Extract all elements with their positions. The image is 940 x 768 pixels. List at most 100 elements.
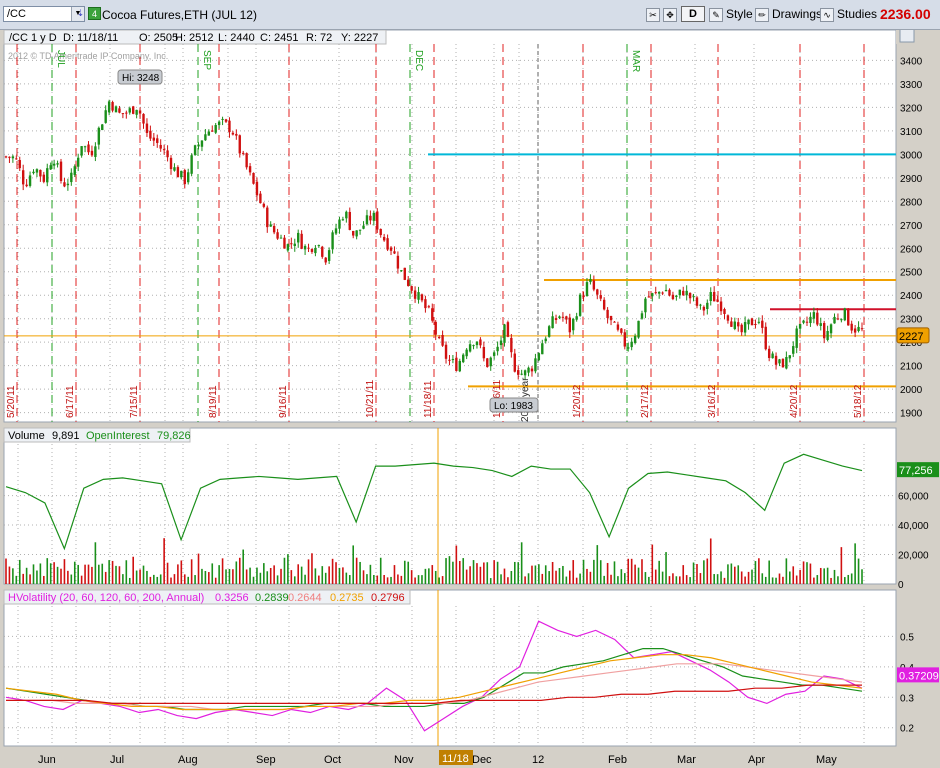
candle-body [410,286,413,291]
candle-body [403,267,406,280]
candle-body [317,245,321,247]
hv-series-value: 0.3256 [215,592,249,604]
candle-body [352,230,355,236]
hv-series-value: 0.2839 [255,592,289,604]
volume-title: Volume [8,430,45,442]
candle-body [623,332,626,347]
symbol-dropdown-icon[interactable]: ▼ [71,7,84,21]
candles [4,99,864,381]
candle-body [252,172,255,184]
candle-body [754,323,757,325]
candle-body [592,280,596,290]
candle-body [262,203,266,207]
aggregation-button[interactable]: D [681,6,705,22]
candle-body [15,158,18,160]
candle-body [805,321,809,323]
price-tick-label: 1900 [900,409,923,420]
candle-body [224,119,228,122]
candle-body [94,146,97,157]
candle-body [279,237,283,239]
candle-body [853,328,857,333]
candle-body [18,160,21,169]
hv-series-value: 0.2644 [288,592,322,604]
candle-body [558,316,561,319]
hv-tick-label: 0.3 [900,693,914,704]
candle-body [128,108,131,113]
time-axis-label: 12 [532,754,544,766]
candle-body [348,211,351,230]
candle-body [747,319,750,325]
candle-body [816,312,819,325]
candle-body [114,106,118,113]
price-vertical-markers [16,44,865,422]
candle-body [596,289,599,295]
date-marker-label: 7/15/11 [129,385,140,418]
candle-body [479,339,482,346]
hv-tick-label: 0.5 [900,632,914,643]
candle-body [200,140,204,147]
candle-body [125,112,128,114]
time-axis-label: Mar [677,754,696,766]
candle-body [338,219,341,229]
hv-header: HVolatility (20, 60, 120, 60, 200, Annua… [3,589,411,605]
candle-body [651,293,654,297]
candle-body [386,238,389,250]
candle-body [585,282,589,296]
candle-body [331,232,334,250]
candle-body [417,292,420,300]
candle-body [104,110,107,123]
candle-body [413,290,417,299]
candle-body [534,358,537,372]
symbol-link-icon[interactable]: ⇣ [76,8,85,18]
candle-body [668,289,671,296]
candle-body [307,247,310,249]
candle-body [111,102,114,111]
hv-title: HVolatility (20, 60, 120, 60, 200, Annua… [8,592,204,604]
candle-body [675,295,678,297]
candle-body [712,291,716,302]
candle-body [798,323,802,329]
chart-area[interactable]: /CC 1 y D D: 11/18/11 O: 2505 H: 2512 L:… [0,30,940,768]
expand-icon[interactable] [899,30,915,43]
candle-body [159,144,162,149]
candle-body [486,358,489,367]
candle-body [448,359,451,361]
candle-body [444,344,448,359]
candle-body [382,236,386,241]
candle-body [242,152,245,154]
candle-body [365,215,369,225]
candle-body [743,322,747,333]
pencil-icon: ✏ [755,7,769,22]
drawings-button[interactable]: ✏ Drawings [755,6,822,23]
candle-body [101,124,104,131]
price-tick-label: 3300 [900,80,923,91]
style-button[interactable]: ✎ Style [709,6,753,23]
candle-body [527,367,530,373]
date-marker-label: 11/18/11 [423,380,434,418]
symbol-input[interactable]: /CC ▼ [3,6,85,22]
candle-body [654,292,657,294]
candle-body [551,316,554,329]
candle-body [609,315,613,321]
hv-series-line [5,620,863,732]
link-group-badge[interactable]: 4 [88,7,101,20]
pan-tools-button[interactable]: ✥ [663,6,680,23]
price-tick-label: 3000 [900,150,923,161]
candle-body [616,324,620,330]
candle-body [97,127,101,145]
candle-body [228,120,231,133]
studies-button[interactable]: ∿ Studies [820,6,877,23]
current-price-bubble [896,327,930,344]
copyright-text: 2012 © TD Ameritrade IP Company, Inc. [8,51,168,61]
candle-body [180,170,183,178]
candle-body [11,156,15,159]
candle-body [613,321,616,323]
candle-body [788,355,792,359]
candle-body [441,334,444,346]
price-symbol-label: /CC 1 y D [9,32,57,44]
bar-close: C: 2451 [260,32,299,44]
candle-body [90,150,94,156]
candle-body [420,294,424,301]
drawing-tools-button[interactable]: ✂ [646,6,663,23]
low-label: Lo: 1983 [494,401,533,412]
